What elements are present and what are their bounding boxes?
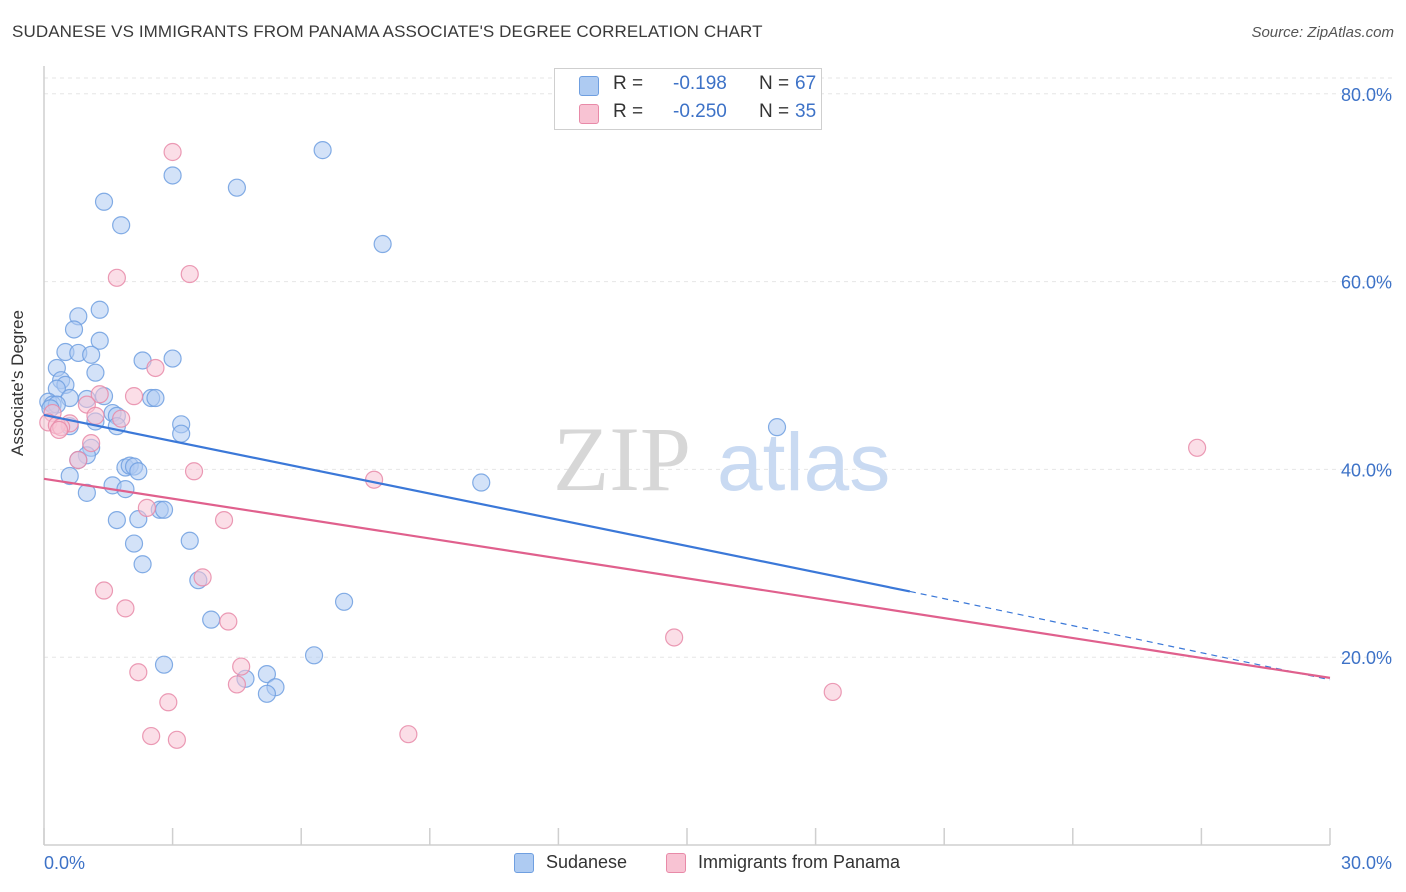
series-swatch-sudanese [514,853,534,873]
chart-title: SUDANESE VS IMMIGRANTS FROM PANAMA ASSOC… [12,22,763,41]
point-s1-24 [219,612,238,631]
point-s1-33 [167,730,186,749]
point-s0-6 [90,300,109,319]
series-swatch-panama [666,853,686,873]
point-s0-35 [172,424,191,443]
point-s1-32 [142,726,161,746]
legend-swatch-sudanese [579,76,599,96]
point-s1-3 [146,358,165,378]
y-tick-label-2: 60.0% [1341,273,1392,293]
point-s0-16 [86,363,105,382]
point-s1-29 [823,682,842,702]
y-axis-label: Associate's Degree [8,310,27,456]
point-s0-47 [116,480,135,499]
point-s1-0 [163,142,182,162]
watermark-atlas: atlas [717,417,890,508]
point-s0-3 [94,192,114,211]
point-s0-54 [124,534,144,553]
point-s1-1 [180,264,199,284]
point-s1-18 [1188,438,1207,457]
source-label: Source: ZipAtlas.com [1251,24,1394,41]
point-s1-8 [86,406,105,425]
point-s1-4 [90,385,109,404]
point-s1-26 [232,657,251,676]
point-s0-44 [60,466,79,486]
point-s1-31 [399,725,418,744]
y-tick-label-0: 20.0% [1341,648,1392,668]
x-tick-label-1: 30.0% [1341,853,1392,873]
legend-swatch-panama [579,104,599,124]
point-s0-55 [133,555,152,574]
legend-r-value: -0.250 [673,101,727,122]
series-name-panama: Immigrants from Panama [698,852,901,872]
correlation-legend: R = -0.198 N = 67 R = -0.250 N = 35 [554,68,822,130]
point-s1-5 [124,387,144,406]
legend-n-value: 67 [795,73,817,94]
trend-line-s1 [43,477,1331,679]
point-s1-16 [184,462,204,481]
point-s0-0 [313,141,332,160]
point-s1-20 [214,510,234,530]
point-s0-1 [163,166,182,185]
point-s0-36 [767,418,787,437]
y-tick-label-1: 40.0% [1341,460,1392,480]
point-s0-14 [163,349,182,368]
point-s0-9 [90,331,109,350]
legend-n-label: N = [759,101,790,122]
point-s0-24 [146,388,165,408]
point-s1-17 [364,470,384,489]
point-s0-64 [257,684,277,703]
legend-n-value: 35 [795,101,817,122]
point-s0-12 [82,345,101,364]
point-s0-2 [227,178,246,197]
point-s1-21 [193,568,212,587]
trend-extension-s0 [909,590,1331,681]
point-s0-50 [154,500,174,519]
axes [43,66,1331,846]
y-tick-label-3: 80.0% [1341,85,1392,105]
point-s1-22 [94,581,114,600]
point-s0-60 [154,655,174,674]
trend-lines [43,413,1331,681]
x-tick-label-0: 0.0% [44,853,85,873]
grid-lines [44,77,1394,658]
legend-r-label: R = [613,73,644,94]
point-s0-43 [129,462,148,481]
watermark-zip: ZIP [553,408,691,510]
point-s1-27 [129,663,148,682]
point-s1-25 [665,628,684,647]
point-s0-59 [304,646,324,665]
point-s1-2 [107,268,126,287]
trend-line-s0 [43,413,911,593]
series-name-sudanese: Sudanese [546,852,628,872]
point-s1-14 [82,433,101,453]
point-s1-9 [112,409,131,428]
point-s1-19 [137,498,156,517]
point-s0-4 [112,216,131,235]
point-s1-23 [116,599,135,618]
point-s1-15 [69,450,88,470]
point-s1-30 [159,693,178,712]
point-s0-8 [64,320,84,339]
point-s1-34 [49,420,69,440]
legend-n-label: N = [759,73,790,94]
point-s0-58 [202,610,221,629]
point-s0-5 [373,234,392,254]
point-s0-61 [257,664,277,684]
point-s0-57 [334,592,354,611]
point-s0-53 [180,531,199,550]
point-s0-52 [107,510,126,530]
point-s1-28 [227,675,246,694]
tick-labels: 20.0% 40.0% 60.0% 80.0% 0.0% 30.0% [44,85,1392,873]
point-s0-45 [472,473,491,492]
legend-r-label: R = [613,101,644,122]
legend-r-value: -0.198 [673,73,727,94]
